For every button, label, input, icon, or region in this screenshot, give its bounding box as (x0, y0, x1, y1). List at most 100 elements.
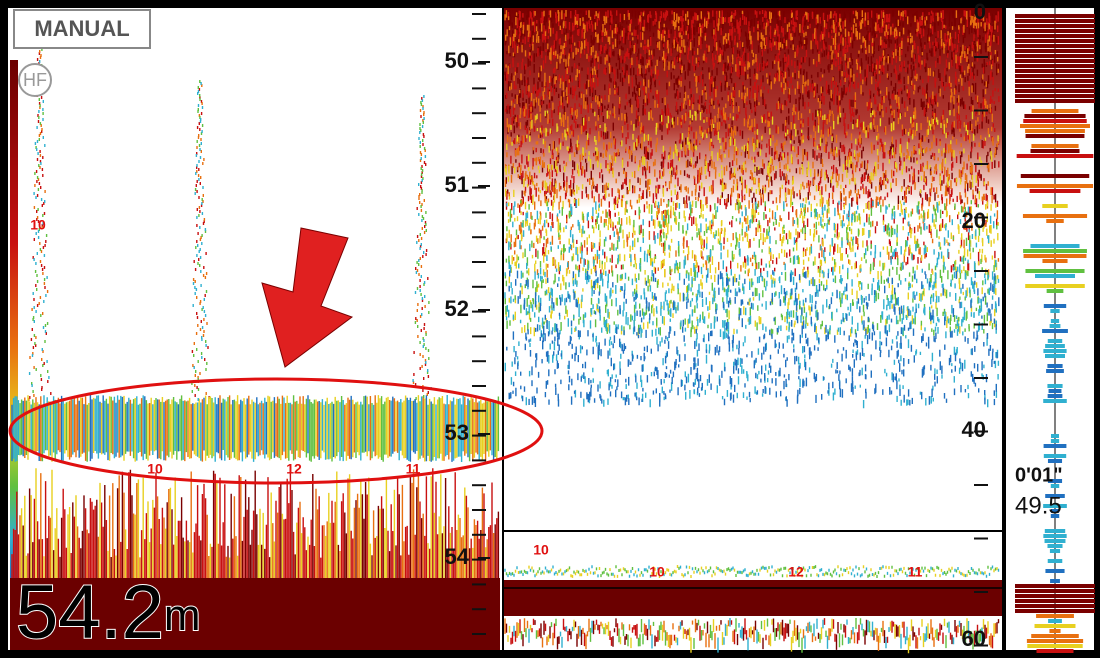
ascope-bar (1015, 79, 1095, 83)
ascope-bar (1023, 249, 1087, 253)
ascope-bar (1047, 364, 1063, 368)
ascope-bar (1045, 494, 1065, 498)
color-bar (10, 60, 18, 580)
ascope-bar (1043, 399, 1067, 403)
frequency: HF (23, 70, 47, 90)
ascope-bar (1046, 219, 1064, 223)
ascope-bar (1047, 544, 1063, 548)
ascope-bar (1015, 64, 1095, 68)
ascope-bar (1044, 529, 1066, 533)
ascope-bar (1016, 154, 1094, 158)
marker: 11 (406, 461, 421, 477)
marker: 12 (788, 564, 804, 580)
ascope-bar (1030, 244, 1080, 248)
ascope-bar (1015, 39, 1095, 43)
zoom-seabed (504, 580, 1002, 616)
freq-badge (18, 63, 52, 97)
ascope-bar (1015, 609, 1095, 613)
ascope-bar (1015, 44, 1095, 48)
marker: 10 (649, 564, 665, 580)
marker: 10 (147, 461, 163, 477)
ascope-bar (1042, 329, 1068, 333)
ascope-bar (1050, 579, 1060, 583)
depth-readout: 54.2m (16, 570, 201, 655)
ascope-bar (1015, 99, 1095, 103)
scale-label: 54 (445, 544, 470, 569)
highlight-ellipse (8, 377, 544, 485)
ascope-bar (1046, 369, 1064, 373)
ascope-bar (1047, 394, 1063, 398)
ascope-value: 49.5 (1015, 492, 1062, 519)
scale-label: 51 (445, 172, 469, 197)
marker: 10 (30, 217, 46, 233)
echo-dashes (11, 270, 1000, 462)
ascope-bar (1015, 69, 1095, 73)
depth-unit: m (164, 591, 201, 640)
ascope-bar (1048, 389, 1062, 393)
ascope-bar (1015, 19, 1095, 23)
ascope-bar (1050, 484, 1060, 488)
ascope-bar (1015, 49, 1095, 53)
marker: 10 (533, 542, 549, 558)
ascope-bar (1015, 594, 1095, 598)
scale-label: 52 (445, 296, 469, 321)
ascope-bar (1015, 54, 1095, 58)
mode-box (13, 9, 151, 49)
ascope-bar (1047, 459, 1063, 463)
ascope-bar (1047, 384, 1063, 388)
ascope-bar (1048, 619, 1062, 623)
ascope-bar (1043, 534, 1067, 538)
ascope-bar (1030, 149, 1080, 153)
ascope-bar (1050, 514, 1060, 518)
ascope-bar (1042, 204, 1068, 208)
scale-label: 60 (962, 626, 986, 651)
ascope-bar (1050, 509, 1060, 513)
ascope-bar (1043, 444, 1067, 448)
seabed (10, 578, 500, 650)
ascope-bar (1027, 644, 1083, 648)
ascope-bar (1026, 639, 1084, 643)
ascope-bar (1015, 584, 1095, 588)
mode: MANUAL (34, 16, 129, 41)
ascope-bar (1015, 74, 1095, 78)
ascope-bar (1015, 24, 1095, 28)
ascope-bar (1047, 339, 1063, 343)
ascope-bar (1015, 94, 1095, 98)
echo-texture (11, 10, 1095, 654)
ascope-bar (1015, 589, 1095, 593)
ascope-bar (1043, 304, 1067, 308)
ascope-bar (1047, 559, 1063, 563)
scale-label: 20 (962, 208, 986, 233)
ascope-bar (1034, 274, 1076, 278)
ascope-bar (1043, 454, 1067, 458)
ascope-bar (1031, 634, 1079, 638)
ascope-bar (1043, 504, 1067, 508)
ascope-bar (1031, 109, 1079, 113)
ascope-bar (1016, 184, 1094, 188)
ascope-bar (1049, 324, 1061, 328)
ascope-bar (1050, 434, 1060, 438)
ascope-bar (1015, 34, 1095, 38)
ascope-bar (1015, 604, 1095, 608)
ascope-bar (1022, 214, 1088, 218)
ascope-time: 0'01" (1015, 464, 1063, 486)
ascope-bar (1023, 254, 1087, 258)
ascope-bar (1049, 629, 1061, 633)
ascope-bar (1036, 649, 1074, 653)
ascope-bar (1045, 569, 1065, 573)
ascope-bar (1049, 549, 1061, 553)
ascope-bar (1042, 259, 1068, 263)
ascope-bar (1043, 349, 1067, 353)
ascope-bar (1025, 269, 1085, 273)
ascope-bar (1045, 344, 1065, 348)
ascope-bar (1015, 89, 1095, 93)
scale-label: 40 (962, 417, 986, 442)
ascope-bar (1020, 174, 1090, 178)
ascope-bar (1050, 319, 1060, 323)
ascope-bar (1029, 189, 1081, 193)
echo-dashes (20, 110, 999, 654)
ascope-bar (1046, 289, 1064, 293)
ascope-bar (1050, 309, 1060, 313)
ascope-bar (1023, 119, 1087, 123)
